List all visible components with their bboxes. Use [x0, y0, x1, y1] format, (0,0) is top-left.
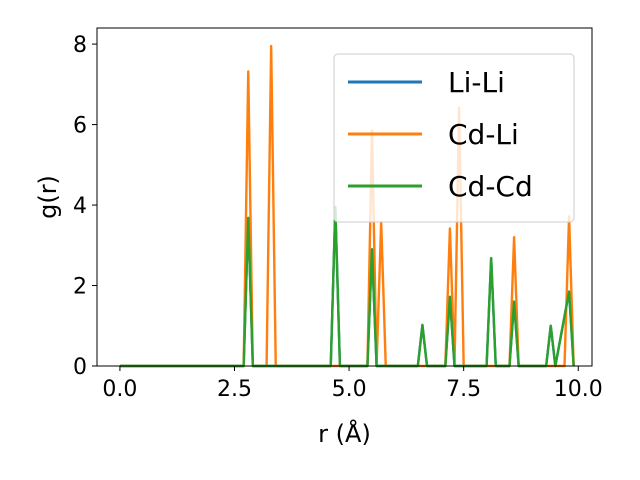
legend: Li-Li Cd-Li Cd-Cd [333, 53, 575, 223]
x-axis-ticks: 0.0 2.5 5.0 7.5 10.0 [102, 366, 603, 402]
y-tick-label: 8 [73, 33, 87, 58]
legend-label: Cd-Cd [448, 170, 533, 203]
y-tick-label: 0 [73, 355, 87, 380]
x-tick-label: 0.0 [102, 377, 137, 402]
series-line-cd-cd [119, 205, 575, 368]
y-axis-ticks: 0 2 4 6 8 [73, 33, 97, 380]
legend-box [333, 53, 575, 223]
axes-frame [96, 27, 593, 367]
x-tick-label: 2.5 [217, 377, 252, 402]
y-tick-label: 2 [73, 275, 87, 300]
x-tick-label: 5.0 [332, 377, 367, 402]
x-axis-label: r (Å) [318, 419, 371, 448]
series-line-li-li [119, 205, 575, 368]
x-tick-label: 10.0 [554, 377, 603, 402]
legend-label: Cd-Li [448, 118, 519, 151]
x-tick-label: 7.5 [446, 377, 481, 402]
y-tick-label: 4 [73, 194, 87, 219]
y-tick-label: 6 [73, 114, 87, 139]
y-axis-label: g(r) [34, 175, 62, 219]
legend-label: Li-Li [448, 66, 505, 99]
